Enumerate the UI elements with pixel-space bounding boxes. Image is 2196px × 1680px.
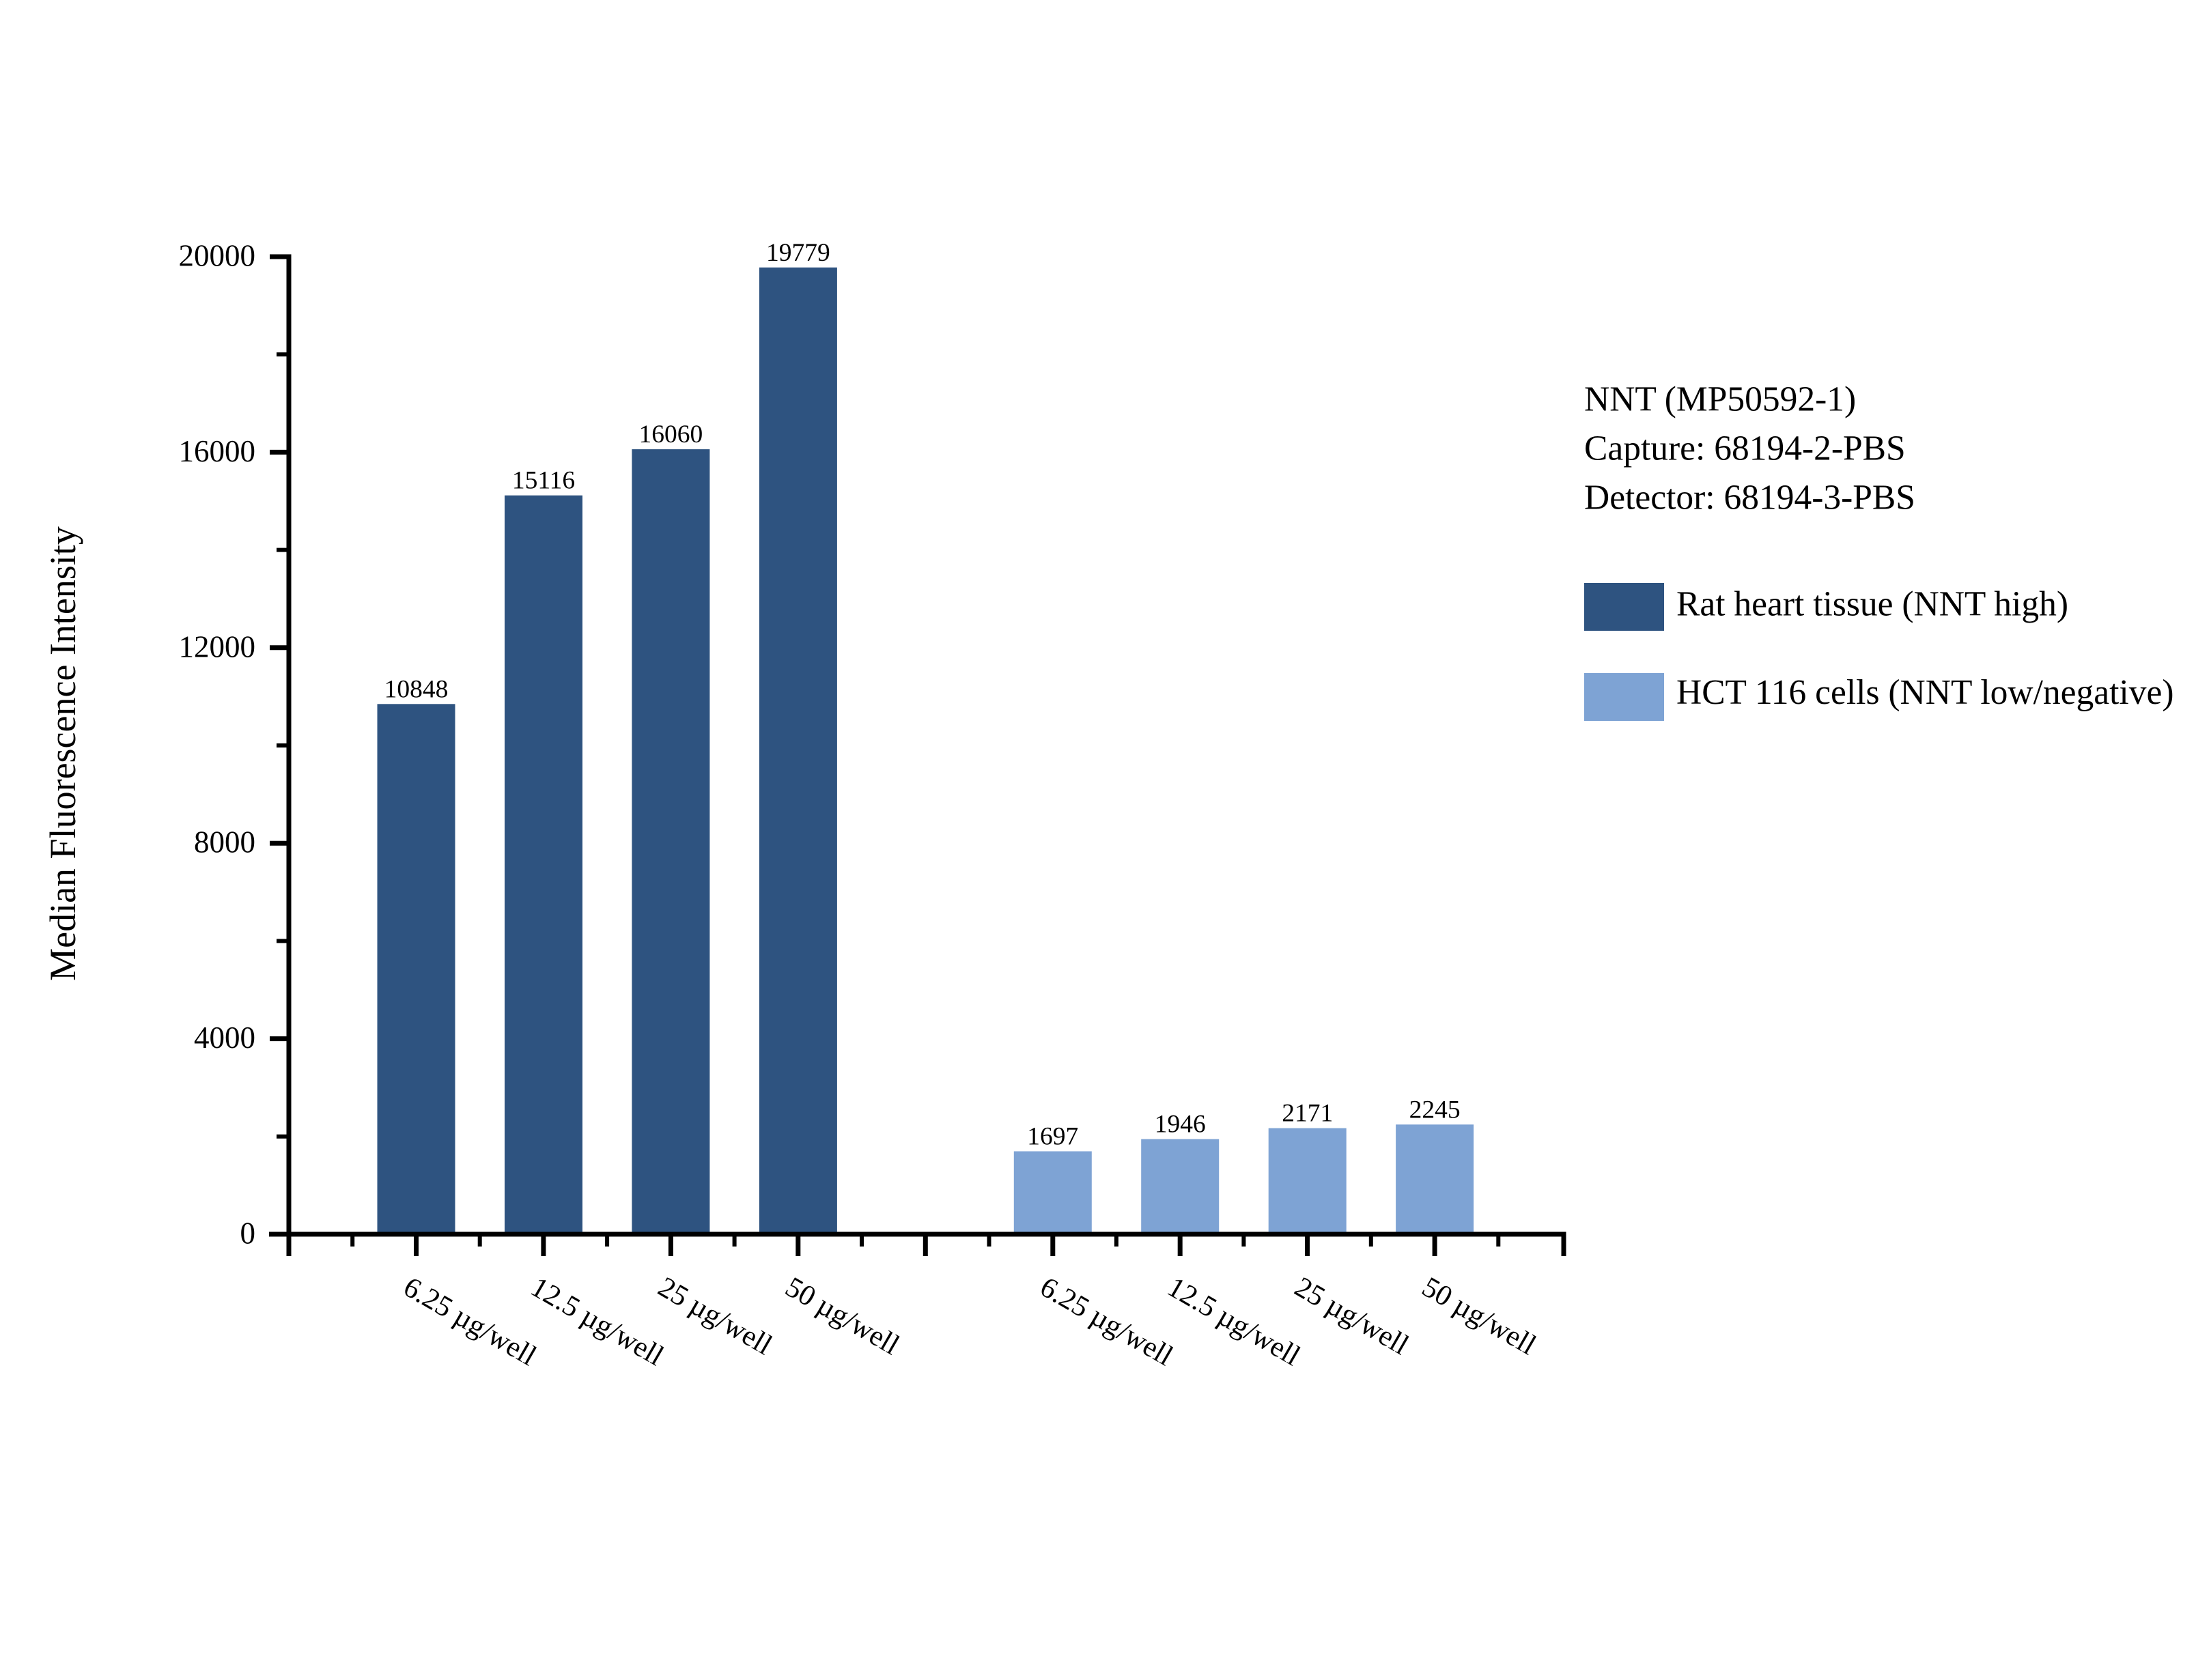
svg-text:25 µg/well: 25 µg/well bbox=[1289, 1271, 1414, 1362]
svg-text:19779: 19779 bbox=[766, 239, 830, 267]
svg-text:Capture: 68194-2-PBS: Capture: 68194-2-PBS bbox=[1584, 429, 1906, 468]
svg-text:HCT 116 cells (NNT low/negativ: HCT 116 cells (NNT low/negative) bbox=[1676, 673, 2174, 712]
svg-text:12000: 12000 bbox=[179, 629, 256, 664]
svg-text:8000: 8000 bbox=[194, 825, 255, 859]
svg-text:4000: 4000 bbox=[194, 1021, 255, 1055]
svg-text:1697: 1697 bbox=[1027, 1123, 1078, 1151]
svg-text:50 µg/well: 50 µg/well bbox=[1417, 1271, 1542, 1362]
svg-text:50 µg/well: 50 µg/well bbox=[780, 1271, 905, 1362]
svg-text:25 µg/well: 25 µg/well bbox=[653, 1271, 778, 1362]
svg-text:6.25 µg/well: 6.25 µg/well bbox=[398, 1271, 541, 1373]
svg-text:Median Fluorescence Intensity: Median Fluorescence Intensity bbox=[42, 526, 83, 981]
svg-text:Detector: 68194-3-PBS: Detector: 68194-3-PBS bbox=[1584, 479, 1915, 517]
svg-text:6.25 µg/well: 6.25 µg/well bbox=[1034, 1271, 1178, 1373]
svg-text:15116: 15116 bbox=[512, 467, 575, 495]
svg-text:0: 0 bbox=[240, 1216, 256, 1251]
svg-text:10848: 10848 bbox=[384, 675, 449, 703]
svg-text:NNT (MP50592-1): NNT (MP50592-1) bbox=[1584, 380, 1856, 419]
svg-text:Rat heart tissue (NNT high): Rat heart tissue (NNT high) bbox=[1676, 585, 2068, 624]
svg-text:16000: 16000 bbox=[179, 434, 256, 468]
svg-text:2245: 2245 bbox=[1409, 1096, 1461, 1124]
svg-text:20000: 20000 bbox=[179, 239, 256, 273]
svg-text:1946: 1946 bbox=[1155, 1111, 1206, 1139]
svg-text:12.5 µg/well: 12.5 µg/well bbox=[525, 1271, 668, 1373]
svg-text:2171: 2171 bbox=[1282, 1100, 1333, 1128]
svg-text:12.5 µg/well: 12.5 µg/well bbox=[1162, 1271, 1306, 1373]
svg-text:16060: 16060 bbox=[639, 421, 703, 449]
